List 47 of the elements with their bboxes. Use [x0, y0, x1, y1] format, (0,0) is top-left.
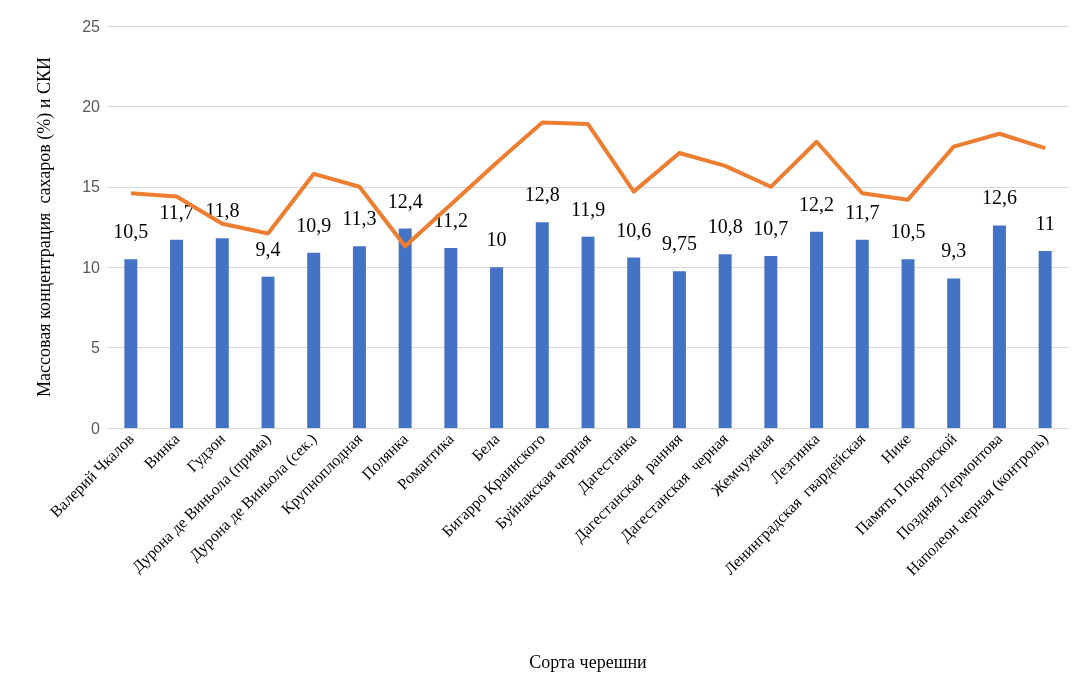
bar — [124, 259, 138, 428]
data-label: 10 — [486, 228, 507, 251]
bar — [352, 246, 366, 428]
data-label: 12,8 — [524, 183, 560, 206]
bar — [307, 252, 321, 428]
bar — [535, 222, 549, 428]
bar — [810, 231, 824, 428]
y-tick-label: 5 — [91, 339, 101, 357]
data-label: 12,2 — [799, 192, 835, 215]
y-axis-title: Массовая концентрация сахаров (%) и СКИ — [34, 57, 55, 397]
data-label: 12,6 — [981, 186, 1017, 209]
y-tick-label: 0 — [91, 419, 101, 437]
data-label: 12,4 — [387, 189, 423, 212]
y-tick-label: 25 — [82, 17, 101, 35]
data-label: 10,5 — [890, 220, 926, 243]
bar — [581, 236, 595, 428]
bar — [627, 257, 641, 428]
y-tick-label: 15 — [82, 178, 101, 196]
bar — [444, 247, 458, 428]
data-label: 10,7 — [753, 216, 789, 239]
data-label: 10,5 — [113, 220, 149, 243]
bar — [718, 254, 732, 428]
data-label: 9,4 — [255, 237, 281, 260]
bar — [901, 259, 915, 428]
data-label: 11 — [1035, 212, 1055, 235]
x-axis-title: Сорта черешни — [529, 652, 648, 672]
y-tick-label: 10 — [82, 258, 101, 276]
bar — [1038, 251, 1052, 428]
data-label: 9,75 — [661, 232, 697, 255]
data-label: 9,3 — [941, 239, 967, 262]
data-label: 10,9 — [296, 213, 332, 236]
bar — [672, 271, 686, 428]
bar — [992, 225, 1006, 428]
bar — [398, 228, 412, 428]
bar — [764, 255, 778, 428]
bar — [490, 267, 504, 428]
bar — [855, 239, 869, 428]
data-label: 11,9 — [570, 197, 606, 220]
data-label: 11,7 — [845, 200, 880, 223]
bar — [215, 238, 229, 428]
bar — [261, 276, 275, 428]
y-tick-label: 20 — [82, 97, 101, 115]
data-label: 10,8 — [707, 215, 743, 238]
data-label: 11,3 — [342, 207, 377, 230]
bar — [170, 239, 184, 428]
data-label: 10,6 — [616, 218, 652, 241]
bar — [947, 278, 961, 428]
